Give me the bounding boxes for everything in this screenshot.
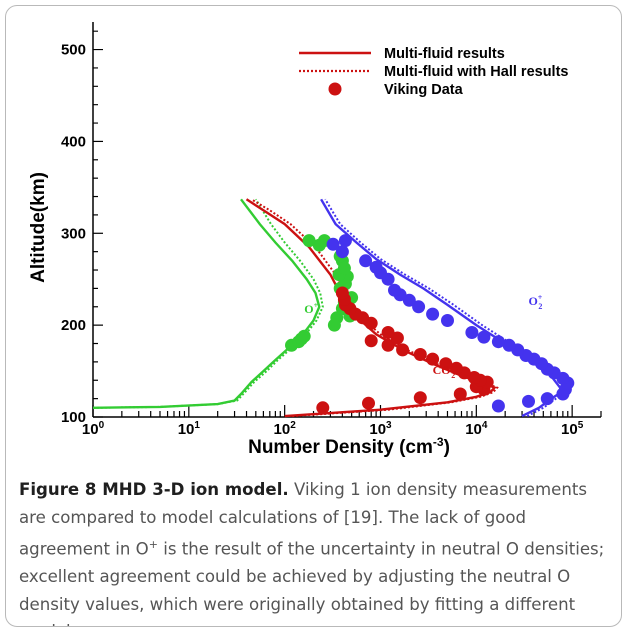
viking-data-point bbox=[381, 326, 395, 339]
x-axis-title: Number Density (cm-3) bbox=[248, 435, 450, 458]
viking-data-point bbox=[465, 326, 479, 339]
model-line-o-plus bbox=[92, 198, 321, 409]
viking-data-point bbox=[540, 392, 554, 406]
viking-data-point bbox=[359, 254, 373, 268]
legend-label: Viking Data bbox=[384, 82, 464, 98]
x-tick-label: 104 bbox=[465, 420, 488, 438]
y-tick-label: 300 bbox=[61, 225, 86, 242]
species-label: O+ 2 bbox=[528, 293, 542, 311]
y-tick-label: 200 bbox=[61, 317, 86, 334]
model-lines bbox=[92, 198, 570, 418]
viking-data-point bbox=[491, 335, 505, 349]
y-tick-label: 400 bbox=[61, 133, 86, 150]
figure-frame: 100 200 300 400 500 100 101 102 103 104 105 O+ O+ 2 C… bbox=[5, 5, 622, 627]
viking-data-point bbox=[502, 338, 516, 352]
viking-data-point bbox=[453, 387, 467, 401]
x-tick-label: 105 bbox=[561, 420, 584, 438]
viking-data-point bbox=[326, 237, 340, 251]
viking-data-point bbox=[297, 329, 311, 343]
viking-data-point bbox=[327, 318, 341, 332]
caption-text: Viking 1 ion density measurements are co… bbox=[19, 480, 588, 559]
viking-data-point bbox=[413, 391, 427, 405]
y-axis-title: Altitude(km) bbox=[28, 172, 49, 283]
viking-data-point bbox=[364, 334, 378, 348]
axis-titles: Number Density (cm-3) Altitude(km) bbox=[28, 172, 450, 458]
viking-data-point bbox=[441, 314, 454, 327]
x-tick-label: 100 bbox=[82, 420, 105, 438]
legend-marker-swatch bbox=[328, 82, 342, 96]
hall-line-co2-plus bbox=[250, 198, 499, 418]
y-tick-label: 100 bbox=[61, 409, 86, 426]
viking-data-point bbox=[335, 245, 349, 259]
hall-line-o-plus bbox=[92, 198, 324, 409]
legend-label: Multi-fluid with Hall results bbox=[384, 64, 568, 80]
caption-superscript: + bbox=[148, 538, 158, 551]
viking-data-point bbox=[369, 260, 383, 274]
model-line-co2-plus bbox=[245, 198, 497, 418]
legend-label: Multi-fluid results bbox=[384, 46, 505, 62]
viking-data-point bbox=[316, 401, 330, 415]
species-annotations: O+ O+ 2 CO+ 2 bbox=[304, 293, 543, 380]
viking-data-point bbox=[412, 300, 426, 314]
viking-data-point bbox=[467, 371, 481, 384]
chart-legend: Multi-fluid results Multi-fluid with Hall… bbox=[299, 46, 568, 98]
viking-data-point bbox=[522, 394, 535, 408]
ion-density-chart: 100 200 300 400 500 100 101 102 103 104 105 O+ O+ 2 C… bbox=[28, 22, 602, 458]
viking-data-point bbox=[491, 399, 505, 413]
viking-data-point bbox=[302, 234, 316, 248]
x-tick-label: 101 bbox=[178, 420, 201, 438]
y-tick-label: 500 bbox=[61, 42, 86, 59]
viking-data-point bbox=[335, 286, 349, 300]
x-tick-label: 103 bbox=[369, 420, 392, 438]
viking-data-point bbox=[388, 283, 401, 297]
viking-data-point bbox=[449, 361, 463, 375]
chart-axes: 100 200 300 400 500 100 101 102 103 104 105 bbox=[61, 22, 602, 438]
viking-data-point bbox=[439, 357, 453, 371]
species-label: CO+ 2 bbox=[433, 362, 456, 380]
viking-data-point bbox=[381, 338, 395, 352]
viking-data-point bbox=[426, 307, 440, 321]
viking-data-point bbox=[426, 352, 440, 366]
viking-data-point bbox=[396, 343, 410, 357]
viking-data-point bbox=[338, 234, 352, 248]
caption-text-2: is the result of the uncertainty in neut… bbox=[19, 539, 605, 626]
figure-caption: Figure 8 MHD 3-D ion model. Viking 1 ion… bbox=[19, 476, 614, 626]
model-line-o2-plus bbox=[320, 198, 565, 418]
species-label: O+ bbox=[304, 301, 318, 316]
x-tick-label: 102 bbox=[274, 420, 297, 438]
viking-data-point bbox=[477, 330, 491, 344]
data-points bbox=[285, 234, 575, 415]
viking-data-point bbox=[413, 348, 427, 361]
figure-label: Figure 8 MHD 3-D ion model. bbox=[19, 480, 289, 499]
viking-data-point bbox=[362, 396, 375, 410]
